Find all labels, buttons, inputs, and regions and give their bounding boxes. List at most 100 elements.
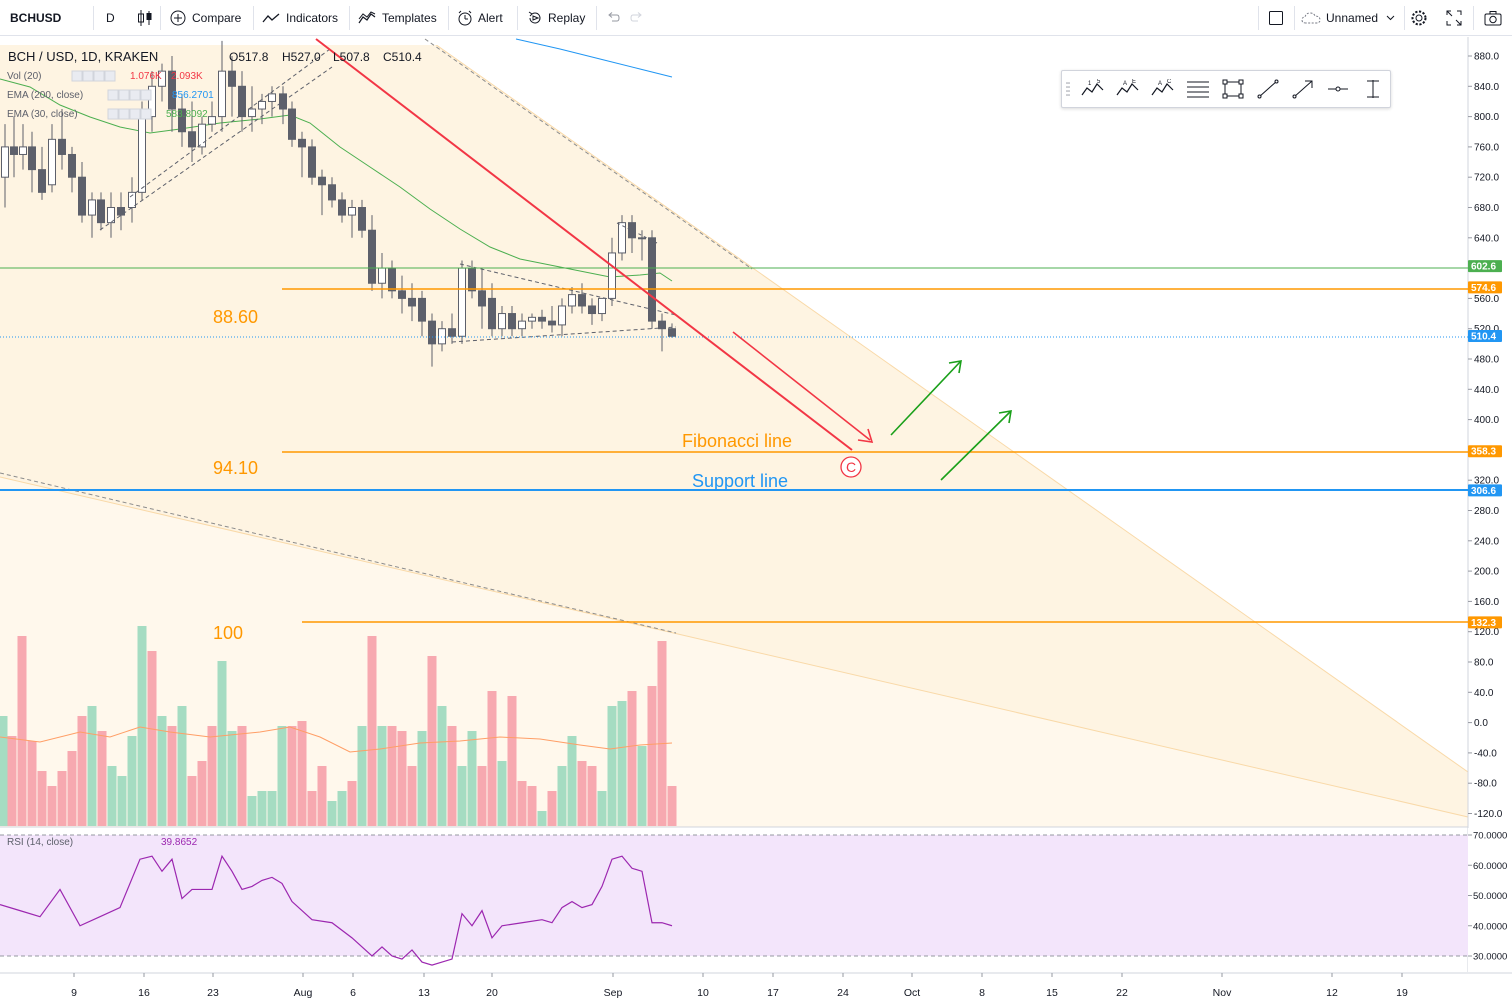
volume-bar bbox=[0, 716, 8, 826]
ema-200-line bbox=[515, 38, 673, 78]
candle bbox=[38, 146, 46, 200]
candle bbox=[318, 169, 326, 216]
indicators-icon bbox=[262, 12, 280, 24]
channel-upper-dashed-line[interactable] bbox=[99, 66, 333, 231]
time-tick-label: 10 bbox=[697, 987, 709, 999]
ema200-label[interactable]: EMA (200, close) bbox=[7, 90, 83, 101]
trendline-icon[interactable] bbox=[1255, 76, 1281, 102]
legend-control-button[interactable] bbox=[118, 89, 130, 101]
volume-bar bbox=[377, 726, 387, 826]
fan-upper-dashed-line[interactable] bbox=[424, 38, 753, 270]
pair-title[interactable]: BCH / USD, 1D, KRAKEN bbox=[8, 49, 158, 64]
snapshot-button[interactable] bbox=[1484, 0, 1502, 36]
legend-control-button[interactable] bbox=[107, 108, 119, 120]
rsi-value: 39.8652 bbox=[161, 837, 198, 848]
volume-bar bbox=[447, 726, 457, 826]
fan-lower-dashed-line[interactable] bbox=[0, 472, 677, 634]
candle bbox=[208, 101, 216, 132]
red-trend-line[interactable] bbox=[315, 38, 853, 451]
green-up-arrow-2[interactable] bbox=[940, 411, 1011, 481]
time-tick-label: Oct bbox=[904, 987, 920, 999]
time-tick-label: 9 bbox=[71, 987, 77, 999]
volume-ma-line bbox=[0, 726, 673, 753]
price-badge[interactable] bbox=[1468, 484, 1502, 497]
ema30-label[interactable]: EMA (30, close) bbox=[7, 109, 78, 120]
indicators-button[interactable]: Indicators bbox=[262, 0, 338, 36]
layout-button[interactable]: Unnamed bbox=[1301, 0, 1395, 36]
legend-control-button[interactable] bbox=[129, 89, 141, 101]
legend-control-button[interactable] bbox=[107, 89, 119, 101]
vertical-line-icon[interactable] bbox=[1360, 76, 1386, 102]
arrow-icon[interactable] bbox=[1290, 76, 1316, 102]
price-badge-label: 574.6 bbox=[1471, 283, 1496, 294]
candle-body bbox=[588, 305, 596, 315]
fullscreen-button[interactable] bbox=[1446, 0, 1462, 36]
legend-control-button[interactable] bbox=[104, 70, 116, 82]
candle bbox=[668, 323, 676, 338]
rsi-tick-label: 30.0000 bbox=[1473, 952, 1507, 963]
vol-label[interactable]: Vol (20) bbox=[7, 71, 41, 82]
drawings[interactable]: C 88.60 94.10 100 Fibonacci line Support… bbox=[0, 38, 1468, 643]
toolbar-divider bbox=[517, 6, 518, 30]
price-tick-label: 160.0 bbox=[1474, 597, 1499, 608]
drag-handle[interactable] bbox=[1066, 81, 1070, 97]
gear-icon bbox=[1410, 9, 1428, 27]
price-badge[interactable] bbox=[1468, 260, 1502, 273]
compare-button[interactable]: Compare bbox=[170, 0, 241, 36]
horizontal-line-icon[interactable] bbox=[1325, 76, 1351, 102]
templates-button[interactable]: Templates bbox=[358, 0, 437, 36]
time-tick-label: 8 bbox=[979, 987, 985, 999]
legend-control-button[interactable] bbox=[118, 108, 130, 120]
volume-bars bbox=[0, 626, 677, 826]
symbol-search[interactable]: BCHUSD bbox=[10, 0, 61, 36]
candle bbox=[279, 86, 287, 125]
legend-control-button[interactable] bbox=[82, 70, 94, 82]
green-up-arrow-1[interactable] bbox=[890, 361, 961, 436]
candle bbox=[148, 71, 156, 132]
price-tick-label: 680.0 bbox=[1474, 203, 1499, 214]
chart-canvas[interactable]: 880.0840.0800.0760.0720.0680.0640.0600.0… bbox=[0, 37, 1512, 1007]
red-down-arrow[interactable] bbox=[732, 331, 871, 441]
interval-button[interactable]: D bbox=[106, 0, 115, 36]
candle bbox=[628, 215, 636, 253]
legend-control-button[interactable] bbox=[93, 70, 105, 82]
volume-bar bbox=[57, 771, 67, 826]
candle bbox=[568, 287, 576, 314]
triangle-bottom-dashed-line[interactable] bbox=[451, 326, 677, 343]
candle bbox=[328, 177, 336, 208]
cloud-icon bbox=[1301, 11, 1321, 25]
settings-button[interactable] bbox=[1410, 0, 1428, 36]
candle bbox=[107, 192, 115, 238]
replay-button[interactable]: Replay bbox=[527, 0, 585, 36]
fib-lines-icon[interactable] bbox=[1185, 76, 1211, 102]
legend-control-button[interactable] bbox=[140, 108, 152, 120]
legend-control-button[interactable] bbox=[140, 89, 152, 101]
undo-button[interactable] bbox=[606, 0, 620, 36]
chart-type-button[interactable] bbox=[137, 0, 153, 36]
alert-button[interactable]: Alert bbox=[457, 0, 503, 36]
fullscreen-toggle[interactable] bbox=[1268, 0, 1284, 36]
price-badge[interactable] bbox=[1468, 329, 1502, 342]
wave-c-marker[interactable] bbox=[840, 456, 862, 478]
triangle-top-dashed-line[interactable] bbox=[459, 263, 677, 316]
price-axis[interactable]: 880.0840.0800.0760.0720.0680.0640.0600.0… bbox=[1467, 37, 1512, 972]
candle-body bbox=[448, 328, 456, 337]
toolbar-divider bbox=[596, 6, 597, 30]
legend-control-button[interactable] bbox=[71, 70, 83, 82]
legend-control-button[interactable] bbox=[129, 108, 141, 120]
price-badge[interactable] bbox=[1468, 616, 1502, 629]
rsi-label[interactable]: RSI (14, close) bbox=[7, 837, 73, 848]
price-badge[interactable] bbox=[1468, 445, 1502, 458]
rectangle-icon[interactable] bbox=[1220, 76, 1246, 102]
top-toolbar: BCHUSD D Compare Indicators Templates Al… bbox=[0, 0, 1512, 36]
candle-body bbox=[428, 320, 436, 345]
price-badge[interactable] bbox=[1468, 281, 1502, 294]
indicators-label: Indicators bbox=[286, 11, 339, 25]
redo-button[interactable] bbox=[630, 0, 644, 36]
triangle-mini-dashed-line[interactable] bbox=[616, 222, 658, 244]
time-axis[interactable]: 9 16 23 Aug 6 13 20 Sep 10 17 24 Oct 8 15 22 Nov 12 19 bbox=[0, 972, 1512, 1007]
rsi-axis[interactable]: 70.0000 60.0000 50.0000 40.0000 30.0000 bbox=[1468, 828, 1512, 973]
